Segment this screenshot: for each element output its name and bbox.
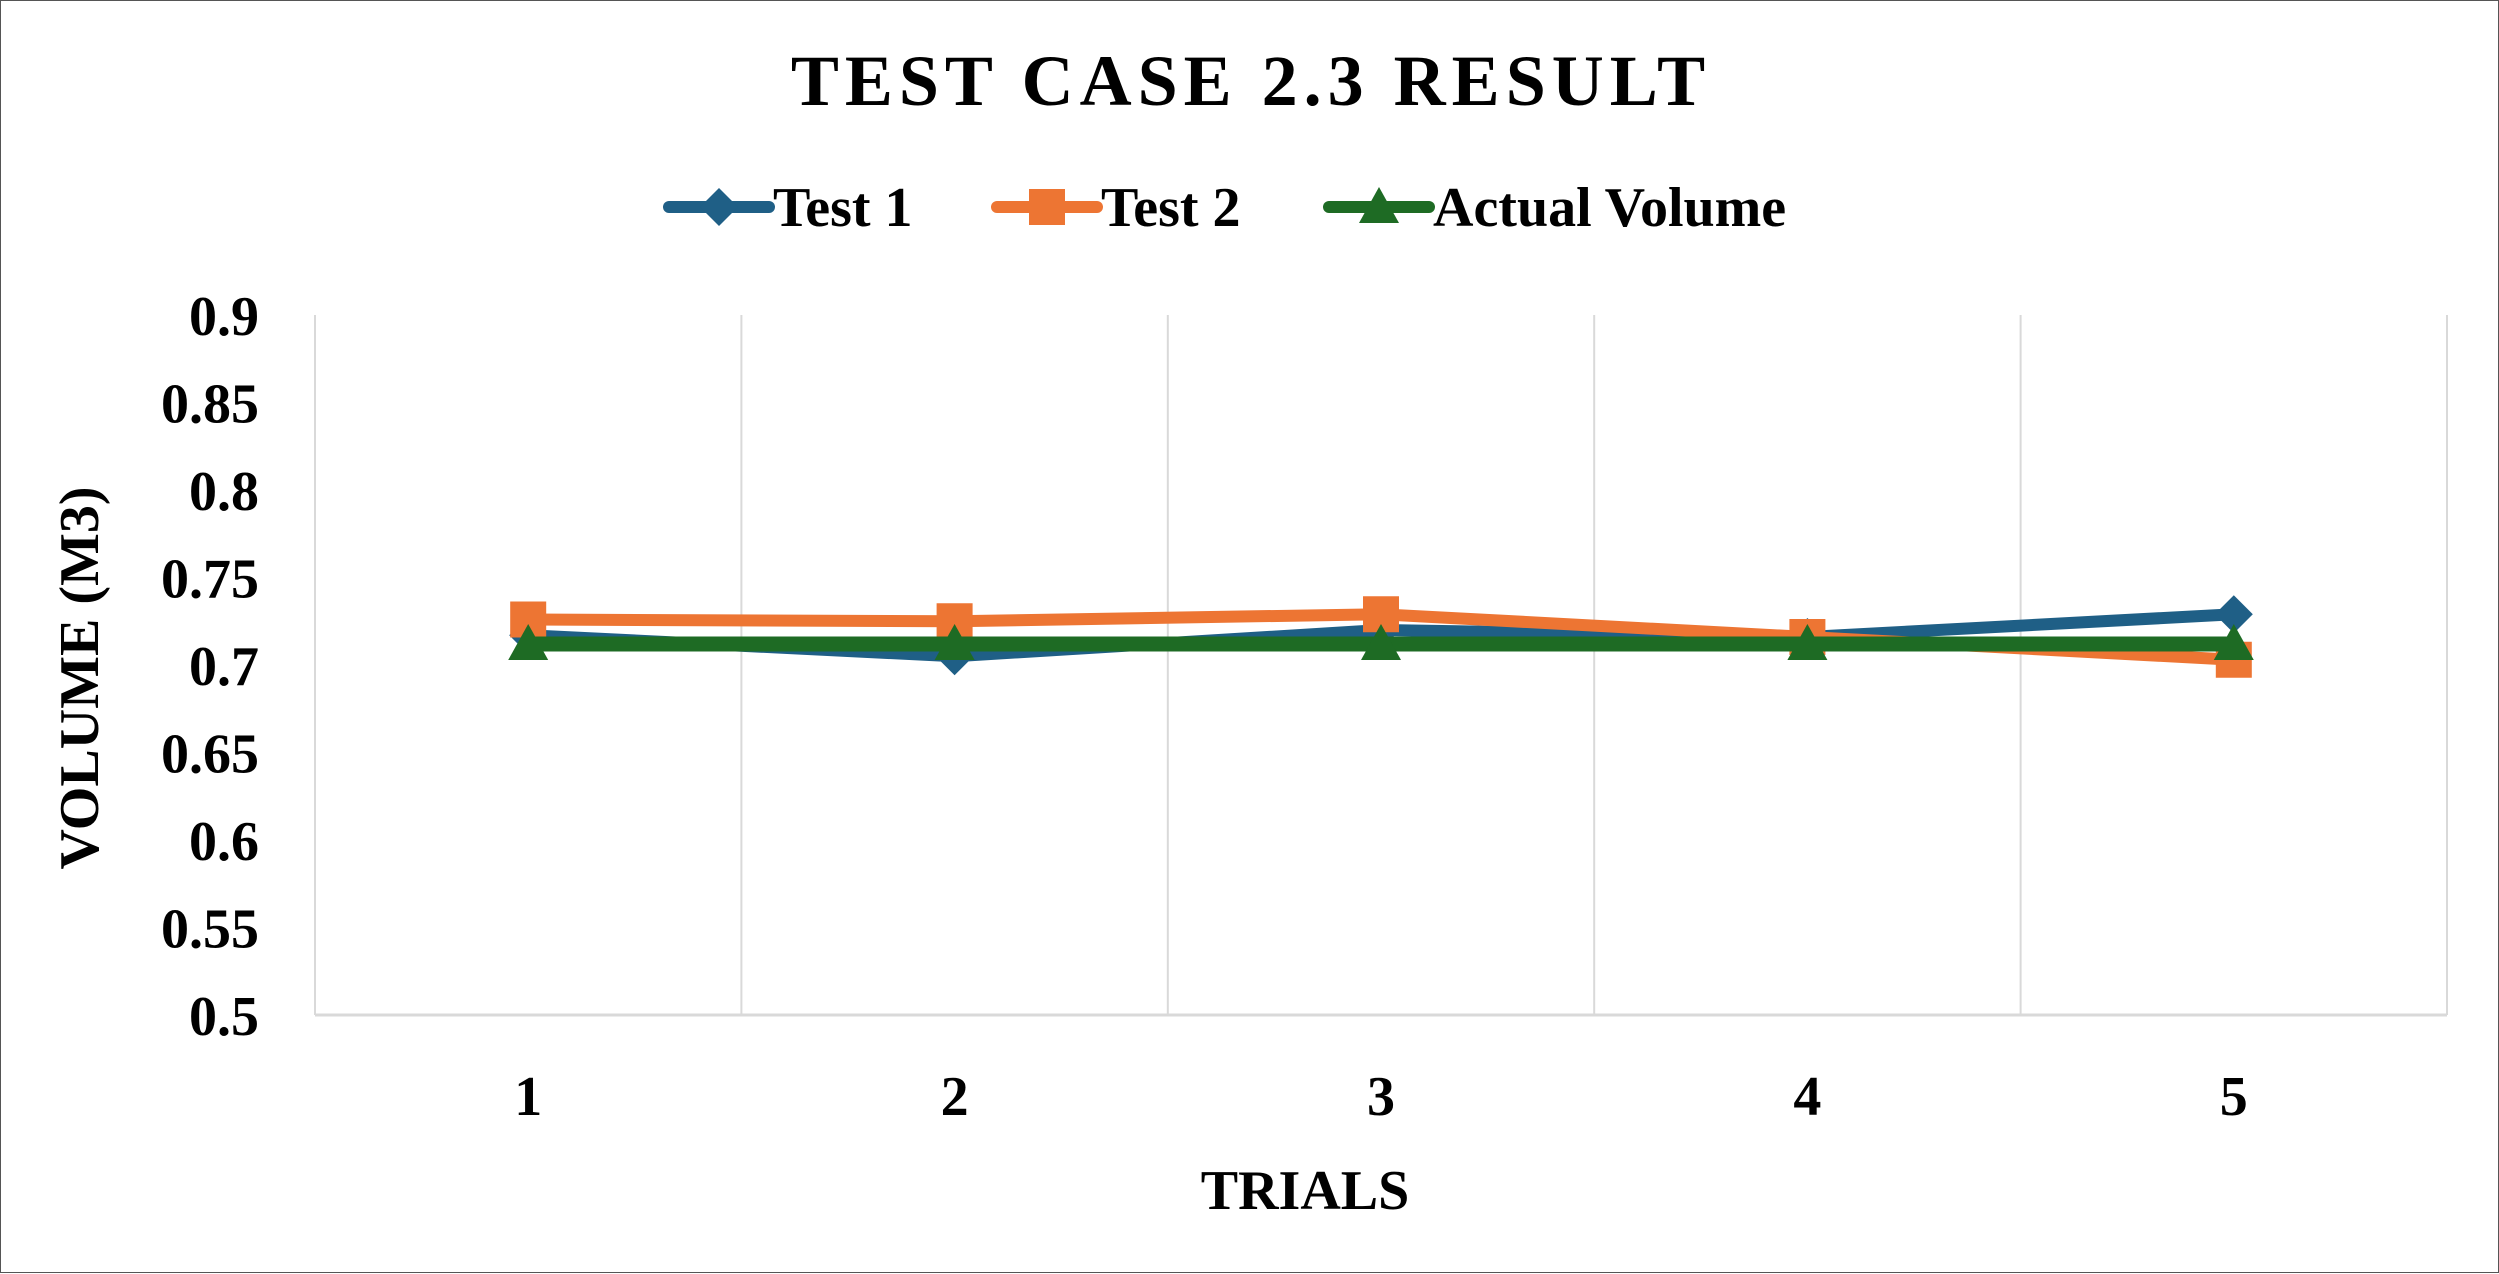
x-tick-label: 3 [1367,1066,1395,1128]
x-tick-label: 1 [514,1066,542,1128]
series-actual-volume [508,624,2254,660]
legend: Test 1 Test 2 Actual Volume [663,177,1786,239]
y-tick-label: 0.7 [189,636,259,698]
y-tick-label: 0.5 [189,986,259,1048]
legend-item: Test 2 [991,177,1241,239]
data-point [934,624,975,660]
data-point [508,624,549,660]
y-axis-tick-labels: 0.5 0.55 0.6 0.65 0.7 0.75 0.8 0.85 0.9 [161,286,259,1048]
data-point [2213,624,2254,660]
x-tick-label: 4 [1793,1066,1821,1128]
y-tick-label: 0.8 [189,461,259,523]
y-tick-label: 0.75 [161,549,259,611]
x-tick-label: 2 [941,1066,969,1128]
y-tick-label: 0.85 [161,374,259,436]
legend-label: Test 1 [773,177,913,239]
legend-marker [1029,189,1065,225]
y-tick-label: 0.6 [189,811,259,873]
legend-item: Test 1 [663,177,913,239]
data-point [2214,595,2253,634]
y-tick-label: 0.65 [161,724,259,786]
y-tick-label: 0.9 [189,286,259,348]
legend-marker [1359,187,1399,223]
data-point [1787,624,1828,660]
legend-label: Actual Volume [1433,177,1786,239]
legend-marker [700,188,738,226]
data-point [1361,624,1401,660]
y-axis-label: VOLUME (M3) [49,486,111,869]
x-axis-label: TRIALS [1201,1160,1410,1222]
x-tick-label: 5 [2220,1066,2248,1128]
x-axis-tick-labels: 1 2 3 4 5 [514,1066,2248,1128]
gridlines [314,315,2448,1017]
y-tick-label: 0.55 [161,899,259,961]
chart-title: TEST CASE 2.3 RESULT [791,41,1711,121]
legend-item: Actual Volume [1323,177,1786,239]
series-layer [508,595,2254,678]
legend-label: Test 2 [1101,177,1241,239]
